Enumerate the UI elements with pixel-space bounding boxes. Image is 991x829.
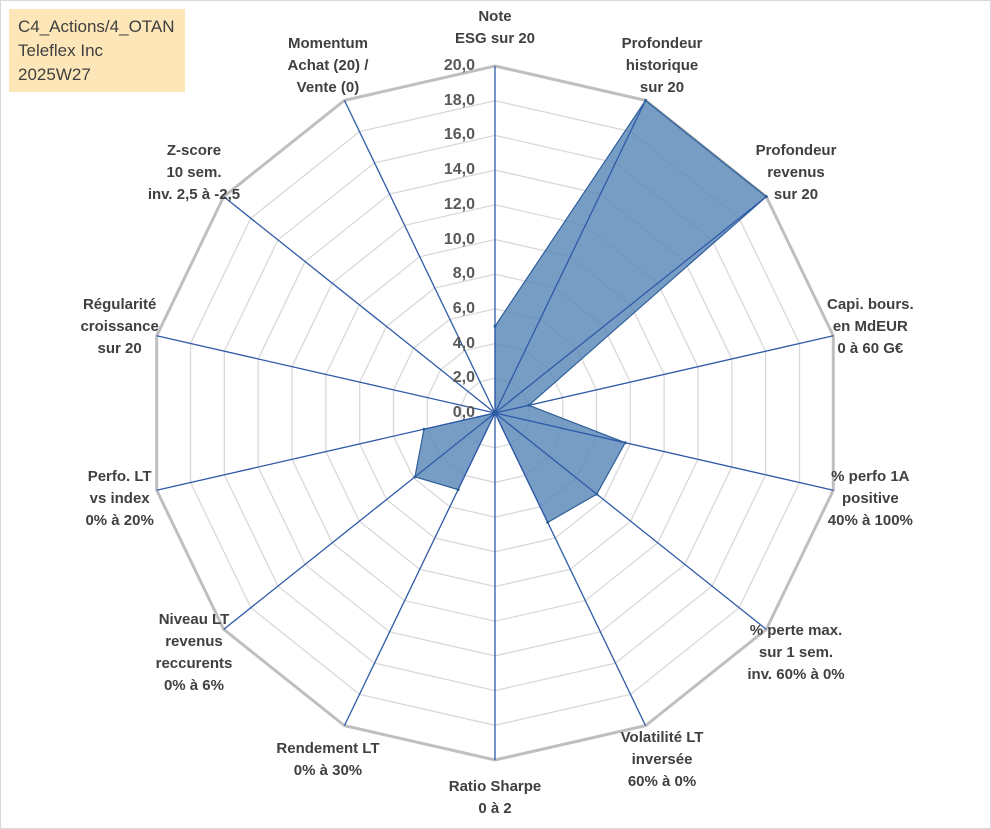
axis-label-line: Niveau LT bbox=[158, 611, 230, 629]
tick-label: 20,0 bbox=[443, 57, 475, 74]
axis-label-line: sur 1 sem. bbox=[758, 644, 834, 662]
axis-label-line: Momentum bbox=[287, 35, 368, 53]
axis-label: % perte max. sur 1 sem. inv. 60% à 0% bbox=[747, 620, 844, 686]
axis-label-line: 10 sem. bbox=[166, 163, 222, 181]
axis-label-line: en MdEUR bbox=[832, 318, 908, 336]
axis-label: Régularité croissance sur 20 bbox=[80, 294, 158, 360]
axis-spoke bbox=[494, 412, 834, 491]
axis-spoke bbox=[494, 100, 647, 414]
tick-label: 2,0 bbox=[452, 369, 475, 387]
axis-label: Perfo. LT vs index 0% à 20% bbox=[85, 466, 153, 532]
data-point bbox=[764, 195, 768, 199]
axis-label: Capi. bours. en MdEUR 0 à 60 G€ bbox=[827, 294, 914, 360]
axis-label-line: 60% à 0% bbox=[627, 772, 697, 790]
axis-label-line: croissance bbox=[80, 318, 159, 336]
axis-label: Z-score 10 sem. inv. 2,5 à -2,5 bbox=[148, 140, 240, 206]
data-point bbox=[623, 441, 627, 445]
axis-label-line: inversée bbox=[631, 750, 693, 768]
axis-spoke bbox=[223, 412, 496, 630]
axis-label-line: 0% à 6% bbox=[163, 677, 224, 695]
axis-label-line: Profondeur bbox=[621, 35, 703, 53]
tick-label: 8,0 bbox=[452, 265, 475, 283]
axis-label: Ratio Sharpe 0 à 2 bbox=[449, 776, 542, 820]
axis-label-line: % perfo 1A bbox=[831, 467, 910, 485]
info-box: C4_Actions/4_OTAN Teleflex Inc 2025W27 bbox=[9, 9, 185, 92]
info-line-portfolio: C4_Actions/4_OTAN bbox=[18, 17, 175, 36]
axis-label-line: 0% à 30% bbox=[293, 761, 363, 779]
data-point bbox=[527, 403, 531, 407]
axis-label: Volatilité LT inversée 60% à 0% bbox=[621, 727, 704, 793]
axis-label-line: revenus bbox=[165, 633, 223, 651]
axis-label-line: sur 20 bbox=[97, 340, 142, 358]
axis-spoke bbox=[494, 412, 647, 726]
axis-spoke bbox=[223, 196, 496, 414]
axis-label-line: inv. 2,5 à -2,5 bbox=[147, 185, 241, 203]
axis-label: Profondeur historique sur 20 bbox=[622, 33, 703, 99]
axis-spoke bbox=[494, 196, 767, 414]
axis-label-line: Volatilité LT bbox=[620, 728, 704, 746]
data-point bbox=[456, 488, 460, 492]
axis-spoke bbox=[494, 412, 767, 630]
axis-spoke bbox=[156, 412, 496, 491]
tick-label: 12,0 bbox=[443, 195, 475, 213]
axis-spoke bbox=[156, 335, 496, 414]
axis-label-line: Vente (0) bbox=[296, 79, 360, 97]
axis-label-line: % perte max. bbox=[749, 622, 843, 640]
axis-label-line: Ratio Sharpe bbox=[448, 778, 542, 795]
info-line-week: 2025W27 bbox=[18, 65, 91, 84]
axis-label: Rendement LT 0% à 30% bbox=[276, 738, 379, 782]
axis-label-line: 0% à 20% bbox=[85, 511, 154, 529]
tick-label: 10,0 bbox=[443, 230, 475, 248]
axis-label: % perfo 1A positive 40% à 100% bbox=[828, 466, 913, 532]
axis-label-line: sur 20 bbox=[639, 79, 685, 97]
axis-label-line: sur 20 bbox=[773, 185, 819, 203]
axis-spoke bbox=[343, 412, 496, 726]
axis-spoke bbox=[343, 100, 496, 414]
axis-label-line: Perfo. LT bbox=[87, 467, 152, 485]
axis-label-line: ESG sur 20 bbox=[454, 30, 536, 47]
tick-label: 6,0 bbox=[452, 299, 475, 317]
axis-label-line: 0 à 60 G€ bbox=[837, 340, 904, 358]
axis-label-line: Z-score bbox=[166, 141, 222, 159]
axis-label-line: 40% à 100% bbox=[827, 511, 913, 529]
axis-label-line: historique bbox=[625, 57, 699, 75]
data-point bbox=[595, 492, 599, 496]
tick-label: 0,0 bbox=[452, 404, 475, 421]
data-point bbox=[493, 411, 497, 415]
axis-label-line: Régularité bbox=[82, 296, 157, 314]
data-point bbox=[546, 520, 550, 524]
axis-label-line: Profondeur bbox=[755, 141, 837, 159]
data-point bbox=[422, 427, 426, 431]
tick-label: 14,0 bbox=[443, 161, 475, 179]
data-point bbox=[413, 475, 417, 479]
axis-label-line: reccurents bbox=[155, 655, 233, 673]
axis-label-line: vs index bbox=[89, 489, 150, 507]
axis-label-line: Note bbox=[478, 8, 512, 25]
tick-label: 16,0 bbox=[443, 126, 475, 144]
axis-label-line: Rendement LT bbox=[276, 739, 380, 757]
data-point bbox=[644, 98, 648, 102]
tick-label: 18,0 bbox=[443, 91, 475, 109]
axis-label: Niveau LT revenus reccurents 0% à 6% bbox=[156, 609, 233, 697]
axis-label: Momentum Achat (20) / Vente (0) bbox=[288, 33, 369, 99]
axis-label: Note ESG sur 20 bbox=[455, 6, 535, 50]
info-line-company: Teleflex Inc bbox=[18, 41, 104, 60]
axis-label-line: revenus bbox=[767, 163, 825, 181]
axis-label-line: Achat (20) / bbox=[287, 57, 369, 75]
axis-label-line: positive bbox=[841, 489, 899, 507]
tick-label: 4,0 bbox=[452, 334, 475, 352]
data-point bbox=[493, 324, 497, 328]
axis-label-line: inv. 60% à 0% bbox=[747, 666, 845, 684]
axis-label-line: Capi. bours. bbox=[827, 296, 914, 314]
axis-label-line: 0 à 2 bbox=[478, 800, 512, 817]
axis-spoke bbox=[494, 335, 834, 414]
axis-label: Profondeur revenus sur 20 bbox=[756, 140, 837, 206]
